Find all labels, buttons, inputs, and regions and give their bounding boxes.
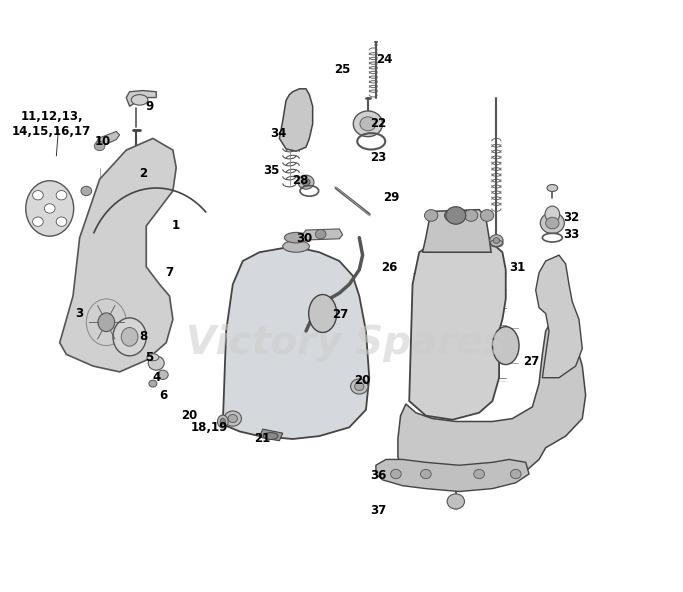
Text: 21: 21 (255, 433, 271, 446)
Circle shape (44, 204, 55, 213)
Polygon shape (376, 459, 529, 491)
Ellipse shape (545, 206, 559, 223)
Circle shape (464, 210, 478, 221)
Ellipse shape (284, 233, 307, 243)
Circle shape (546, 217, 559, 229)
Circle shape (493, 237, 500, 243)
Text: 36: 36 (370, 469, 386, 482)
Circle shape (141, 350, 152, 359)
Polygon shape (409, 237, 505, 420)
Ellipse shape (122, 327, 138, 346)
Polygon shape (303, 229, 343, 240)
Polygon shape (398, 319, 585, 490)
Text: 23: 23 (370, 150, 386, 163)
Circle shape (445, 210, 458, 221)
Ellipse shape (264, 433, 278, 440)
Text: 27: 27 (523, 355, 539, 368)
Circle shape (81, 186, 92, 195)
Text: Victory Spares: Victory Spares (186, 324, 506, 362)
Circle shape (56, 191, 67, 200)
Circle shape (228, 414, 238, 423)
Text: 34: 34 (270, 127, 286, 140)
Circle shape (302, 179, 310, 186)
Polygon shape (59, 139, 176, 372)
Circle shape (141, 175, 152, 184)
Polygon shape (126, 91, 156, 107)
Circle shape (425, 210, 438, 221)
Text: 22: 22 (370, 117, 386, 130)
Text: 5: 5 (145, 351, 154, 364)
Text: 9: 9 (145, 100, 154, 113)
Text: 10: 10 (95, 135, 111, 148)
Text: 20: 20 (182, 409, 197, 422)
Circle shape (447, 494, 464, 509)
Circle shape (540, 213, 564, 234)
Ellipse shape (131, 95, 148, 105)
Circle shape (316, 230, 326, 239)
Text: 32: 32 (563, 211, 579, 224)
Circle shape (148, 356, 164, 370)
Text: 20: 20 (354, 374, 371, 387)
Text: 25: 25 (335, 63, 351, 76)
Ellipse shape (98, 313, 115, 332)
Circle shape (298, 175, 314, 189)
Text: 31: 31 (510, 262, 526, 275)
Circle shape (81, 332, 92, 342)
Ellipse shape (309, 295, 337, 333)
Text: 3: 3 (76, 307, 84, 320)
Ellipse shape (147, 354, 159, 361)
Text: 4: 4 (152, 371, 161, 384)
Text: 30: 30 (296, 232, 313, 245)
Ellipse shape (547, 185, 557, 192)
Text: 27: 27 (333, 308, 349, 321)
Circle shape (421, 469, 431, 479)
Circle shape (490, 234, 503, 246)
Text: 35: 35 (263, 164, 279, 177)
Polygon shape (535, 255, 583, 378)
Text: 24: 24 (376, 53, 393, 66)
Polygon shape (423, 210, 491, 252)
Text: 2: 2 (139, 167, 147, 180)
Ellipse shape (283, 240, 309, 252)
Text: 37: 37 (370, 504, 386, 517)
Ellipse shape (78, 290, 135, 355)
Circle shape (94, 141, 105, 151)
Circle shape (360, 117, 376, 131)
Circle shape (350, 379, 368, 394)
Circle shape (224, 411, 241, 426)
Text: 26: 26 (381, 262, 398, 275)
Text: 1: 1 (172, 220, 180, 233)
Circle shape (446, 207, 466, 224)
Text: 6: 6 (158, 389, 167, 402)
Circle shape (391, 469, 401, 479)
Text: 7: 7 (165, 266, 173, 279)
Circle shape (33, 191, 43, 200)
Circle shape (510, 469, 521, 479)
Ellipse shape (220, 419, 225, 424)
Polygon shape (279, 89, 313, 151)
Circle shape (149, 380, 157, 387)
Ellipse shape (492, 327, 519, 365)
Text: 33: 33 (563, 228, 579, 241)
Polygon shape (260, 429, 283, 441)
Circle shape (56, 217, 67, 226)
Circle shape (474, 469, 484, 479)
Circle shape (33, 217, 43, 226)
Text: 11,12,13,
14,15,16,17: 11,12,13, 14,15,16,17 (12, 110, 92, 138)
Circle shape (480, 210, 494, 221)
Circle shape (353, 111, 382, 137)
Text: 8: 8 (139, 330, 147, 343)
Ellipse shape (26, 181, 74, 236)
Polygon shape (223, 246, 370, 439)
Circle shape (158, 370, 168, 379)
Ellipse shape (113, 318, 146, 356)
Polygon shape (96, 131, 120, 147)
Text: 29: 29 (383, 191, 400, 204)
Circle shape (354, 382, 364, 391)
Ellipse shape (217, 415, 228, 428)
Text: 18,19: 18,19 (191, 421, 228, 434)
Text: 28: 28 (292, 174, 309, 187)
